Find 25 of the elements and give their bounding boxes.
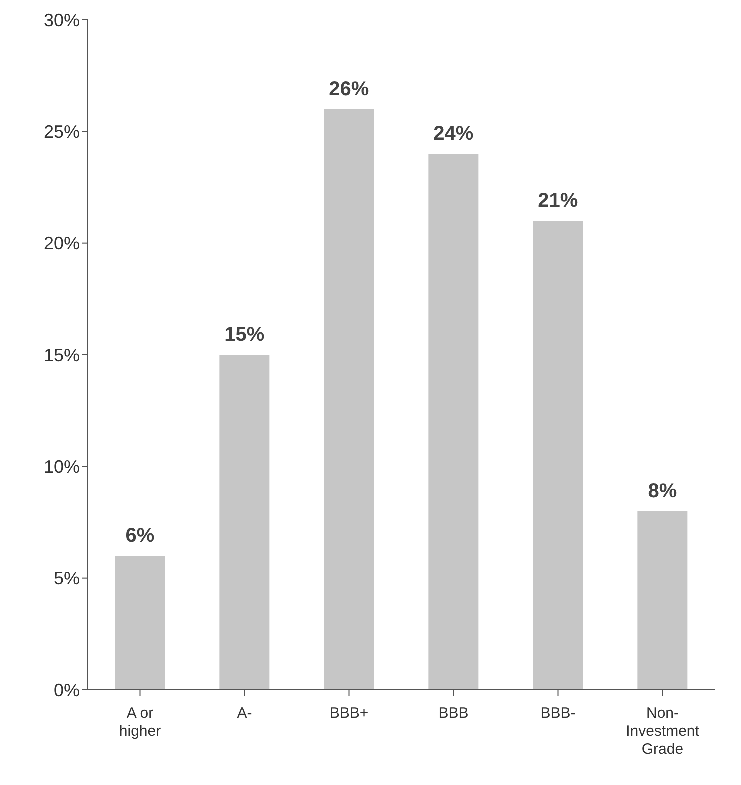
x-tick-label: BBB [438, 705, 469, 722]
x-tick-label: BBB+ [330, 705, 369, 722]
y-tick-label: 10% [44, 457, 80, 478]
y-tick-label: 5% [54, 568, 80, 589]
data-label: 6% [126, 525, 155, 547]
x-tick-label: BBB- [540, 705, 576, 722]
y-tick-label: 30% [44, 10, 80, 30]
bar [428, 154, 479, 690]
data-label: 21% [538, 190, 578, 212]
y-tick-label: 0% [54, 680, 80, 700]
x-tick-label: A- [237, 705, 252, 722]
x-tick-label: Non-Investment Grade [626, 705, 700, 758]
data-label: 15% [224, 324, 265, 346]
bar [324, 109, 374, 690]
bar [115, 556, 166, 690]
y-tick-label: 25% [44, 122, 80, 142]
bar [533, 221, 584, 690]
data-label: 26% [329, 78, 370, 100]
data-label: 8% [648, 480, 678, 502]
y-tick-label: 15% [44, 345, 80, 366]
data-label: 24% [434, 123, 474, 145]
x-tick-label: A or higher [119, 705, 162, 740]
bar [638, 511, 688, 690]
y-tick-label: 20% [44, 234, 80, 254]
bar [220, 355, 270, 690]
